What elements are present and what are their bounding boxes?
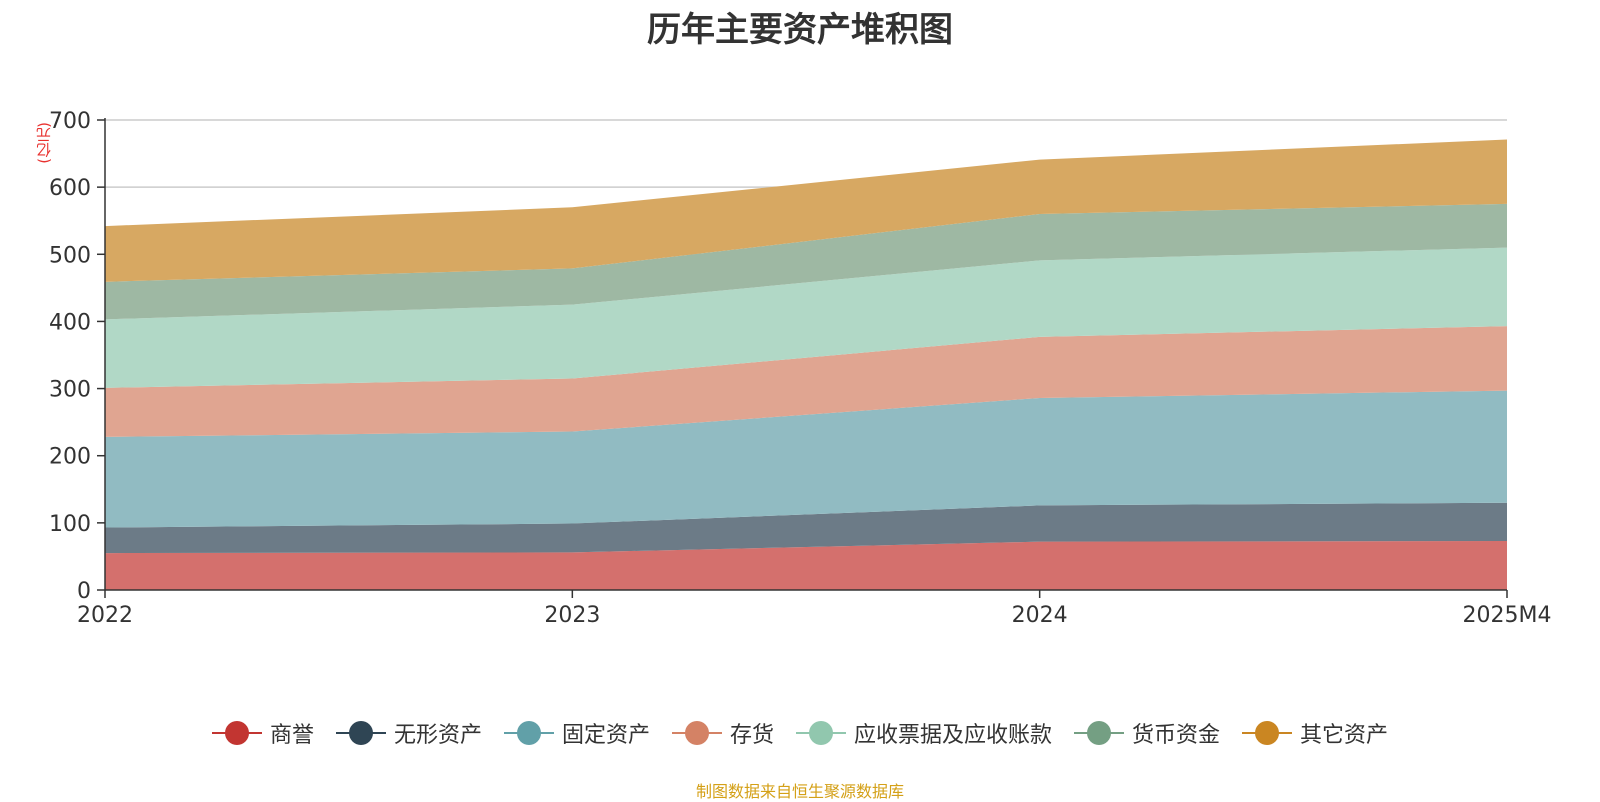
legend-item-2[interactable]: 无形资产 [335,717,482,749]
legend-marker-icon [335,721,386,745]
area-series-1[interactable] [105,540,1507,590]
legend-item-7[interactable]: 其它资产 [1242,717,1388,749]
area-series-4[interactable] [105,326,1507,437]
legend-item-1[interactable]: 商誉 [211,717,314,749]
x-tick-label: 2024 [1012,603,1068,628]
area-series-6[interactable] [105,203,1507,320]
legend-marker-icon [1074,721,1125,745]
legend-label: 存货 [729,723,774,748]
legend-marker-icon [211,721,262,745]
area-series-2[interactable] [105,502,1507,554]
legend-label: 货币资金 [1132,723,1221,748]
legend-item-6[interactable]: 货币资金 [1074,717,1220,749]
area-series-7[interactable] [105,139,1507,282]
y-tick-label: 500 [49,243,91,268]
legend-label: 商誉 [269,723,314,748]
legend-label: 应收票据及应收账款 [854,723,1053,748]
y-tick-label: 200 [49,445,91,470]
y-tick-label: 0 [77,579,91,604]
legend-marker-icon [503,721,554,745]
source-note: 制图数据来自恒生聚源数据库 [695,782,904,801]
legend-label: 固定资产 [561,723,650,748]
x-tick-label: 2025M4 [1463,603,1552,628]
y-tick-label: 400 [49,310,91,335]
legend-item-4[interactable]: 存货 [671,717,774,749]
legend: 商誉 无形资产 固定资产 存货 应收票据及应收账款 货币资金 其它资产 [0,717,1600,749]
y-tick-label: 600 [49,176,91,201]
area-series-3[interactable] [105,390,1507,528]
legend-label: 无形资产 [393,723,482,748]
x-tick-label: 2022 [77,603,133,628]
y-tick-label: 300 [49,378,91,403]
legend-marker-icon [796,721,846,745]
legend-marker-icon [1242,721,1293,745]
chart-title: 历年主要资产堆积图 [647,10,953,50]
y-tick-label: 100 [49,512,91,537]
legend-item-5[interactable]: 应收票据及应收账款 [796,717,1052,749]
x-tick-label: 2023 [544,603,600,628]
legend-marker-icon [671,721,722,745]
area-series-5[interactable] [105,247,1507,388]
legend-label: 其它资产 [1300,723,1389,748]
legend-item-3[interactable]: 固定资产 [503,717,650,749]
y-tick-label: 700 [49,109,91,134]
